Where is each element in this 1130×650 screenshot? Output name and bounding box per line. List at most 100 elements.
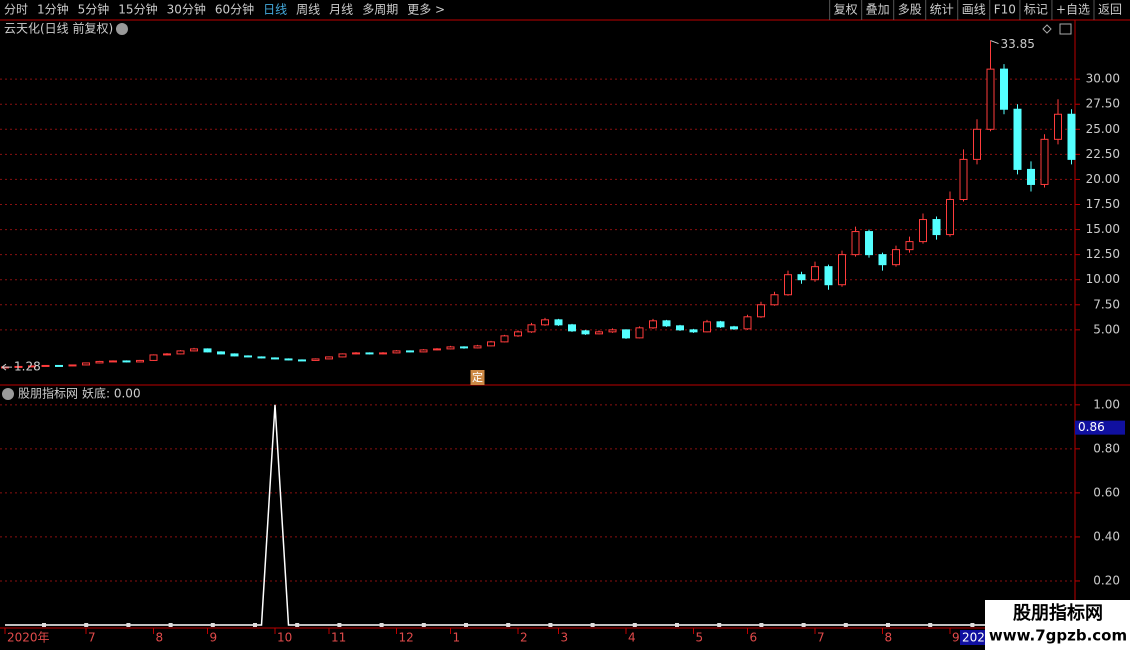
toolbar-tab[interactable]: 更多 > bbox=[407, 3, 445, 17]
toolbar-button[interactable]: +自选 bbox=[1056, 3, 1090, 17]
candle-body bbox=[244, 355, 252, 358]
toolbar-tab[interactable]: 周线 bbox=[296, 3, 320, 17]
candle-body bbox=[473, 345, 482, 349]
toolbar-tab[interactable]: 60分钟 bbox=[215, 2, 254, 17]
toolbar-tab[interactable]: 分时 bbox=[4, 3, 28, 17]
candle-body bbox=[1013, 108, 1022, 170]
high-pointer bbox=[990, 40, 999, 45]
y-tick-label: 30.00 bbox=[1086, 72, 1120, 86]
marker-dot bbox=[42, 623, 46, 627]
marker-dot bbox=[379, 623, 384, 627]
candle-body bbox=[595, 331, 603, 335]
candle-body bbox=[1040, 138, 1049, 185]
candle-body bbox=[352, 352, 360, 355]
candle-body bbox=[662, 320, 671, 327]
cursor-value-box bbox=[1075, 420, 1125, 435]
toolbar-tab[interactable]: 5分钟 bbox=[78, 2, 110, 17]
candle-body bbox=[257, 356, 266, 359]
candle-body bbox=[136, 359, 144, 363]
marker-dot bbox=[759, 623, 764, 627]
toolbar-tab[interactable]: 1分钟 bbox=[37, 2, 69, 17]
marker-dot bbox=[506, 623, 511, 627]
y-tick-label: 5.00 bbox=[1093, 322, 1120, 336]
candle-body bbox=[1000, 68, 1008, 110]
y-tick-label: 0.60 bbox=[1093, 485, 1120, 499]
y-tick-label: 0.80 bbox=[1093, 441, 1120, 455]
candle-body bbox=[41, 364, 50, 367]
y-tick-label: 0.40 bbox=[1093, 529, 1120, 543]
candle-body bbox=[811, 266, 819, 281]
toolbar-button[interactable]: 多股 bbox=[898, 3, 922, 17]
candle-body bbox=[95, 360, 104, 364]
candle-body bbox=[824, 266, 833, 286]
candle-body bbox=[541, 319, 549, 326]
toolbar-tab[interactable]: 30分钟 bbox=[167, 2, 206, 17]
marker-dot bbox=[590, 623, 595, 627]
watermark-url: www.7gpzb.com bbox=[989, 627, 1127, 645]
toolbar-button[interactable]: 统计 bbox=[930, 3, 954, 17]
candle-body bbox=[230, 353, 239, 357]
candle-body bbox=[217, 351, 225, 355]
x-tick-label: 7 bbox=[817, 631, 825, 645]
candle-body bbox=[433, 348, 441, 351]
marker-dot bbox=[421, 623, 426, 627]
toolbar-button[interactable]: 画线 bbox=[962, 3, 986, 17]
candle-body bbox=[190, 348, 198, 352]
candle-body bbox=[568, 324, 576, 332]
candle-body bbox=[149, 354, 158, 361]
y-tick-label: 27.50 bbox=[1086, 97, 1120, 111]
candle-body bbox=[14, 365, 23, 368]
marker-dot bbox=[675, 623, 679, 627]
candle-body bbox=[797, 274, 806, 281]
x-tick-label: 6 bbox=[750, 631, 758, 645]
toolbar-tab[interactable]: 多周期 bbox=[362, 3, 398, 17]
dropdown-icon[interactable] bbox=[2, 388, 14, 400]
candle-body bbox=[271, 357, 279, 360]
candle-body bbox=[946, 198, 954, 236]
candle-body bbox=[338, 353, 347, 358]
toolbar-button[interactable]: F10 bbox=[994, 3, 1016, 17]
candle-body bbox=[500, 335, 509, 343]
cursor-date-label: 202 bbox=[962, 631, 985, 645]
candle-body bbox=[1027, 168, 1035, 185]
x-tick-label: 7 bbox=[88, 631, 96, 645]
candle-body bbox=[743, 316, 752, 330]
y-tick-label: 1.00 bbox=[1093, 397, 1120, 411]
marker-dot bbox=[801, 623, 806, 627]
indicator-line bbox=[5, 404, 1072, 626]
layout-icon[interactable] bbox=[1059, 23, 1072, 35]
x-tick-label: 3 bbox=[561, 631, 569, 645]
candle-body bbox=[406, 350, 414, 353]
candle-body bbox=[325, 356, 333, 360]
toolbar-button[interactable]: 返回 bbox=[1098, 3, 1122, 17]
x-tick-label: 5 bbox=[696, 631, 704, 645]
y-tick-label: 15.00 bbox=[1086, 222, 1120, 236]
dropdown-icon[interactable] bbox=[116, 23, 128, 35]
candle-body bbox=[959, 158, 968, 200]
toolbar-tab[interactable]: 月线 bbox=[329, 3, 353, 17]
candle-body bbox=[379, 352, 387, 355]
toolbar-button[interactable]: 标记 bbox=[1024, 3, 1048, 17]
y-tick-label: 10.00 bbox=[1086, 272, 1120, 286]
candle-body bbox=[28, 365, 36, 368]
low-pointer bbox=[1, 363, 12, 371]
toolbar-button[interactable]: 复权 bbox=[834, 3, 858, 17]
x-tick-label: 8 bbox=[885, 631, 893, 645]
marker-dot bbox=[928, 623, 933, 627]
candle-body bbox=[919, 219, 927, 243]
toolbar-tab[interactable]: 日线 bbox=[263, 3, 287, 17]
x-tick-label: 9 bbox=[952, 631, 960, 645]
y-tick-label: 12.50 bbox=[1086, 247, 1120, 261]
low-marker: 1.28 bbox=[14, 360, 41, 374]
y-tick-label: 25.00 bbox=[1086, 122, 1120, 136]
candle-body bbox=[757, 304, 765, 318]
toolbar-tab[interactable]: 15分钟 bbox=[118, 2, 157, 17]
indicator-title: 股朋指标网 bbox=[18, 386, 78, 401]
candle-body bbox=[649, 320, 657, 329]
diamond-icon[interactable] bbox=[1042, 24, 1052, 34]
candle-body bbox=[460, 346, 468, 349]
candle-body bbox=[298, 359, 306, 362]
candle-body bbox=[932, 219, 941, 236]
toolbar-button[interactable]: 叠加 bbox=[866, 3, 890, 17]
x-tick-label: 4 bbox=[628, 631, 636, 645]
